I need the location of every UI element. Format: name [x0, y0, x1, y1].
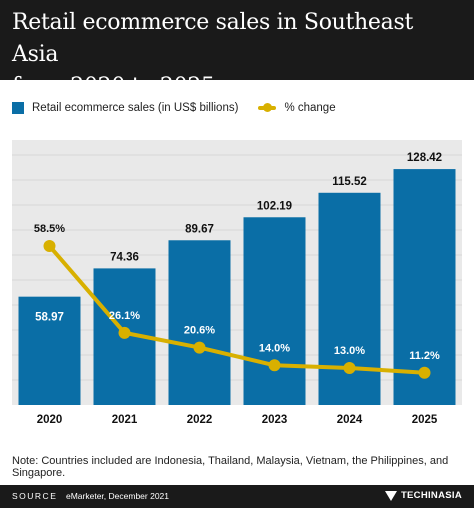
brand-name: TECHINASIA — [400, 490, 462, 501]
change-value-label: 13.0% — [334, 345, 365, 357]
title-bar: Retail ecommerce sales in Southeast Asia… — [0, 0, 474, 99]
legend-label-change: % change — [284, 102, 336, 114]
bar-value-label: 102.19 — [257, 200, 292, 212]
legend-item-change: % change — [258, 102, 336, 114]
legend-swatch-change — [258, 103, 277, 112]
legend-item-sales: Retail ecommerce sales (in US$ billions) — [12, 102, 238, 114]
footer: SOURCE eMarketer, December 2021 TECHINAS… — [0, 485, 474, 508]
change-value-label: 26.1% — [109, 310, 140, 322]
change-value-label: 14.0% — [259, 342, 290, 354]
change-value-label: 20.6% — [184, 325, 215, 337]
change-point-2022 — [193, 341, 206, 354]
bar-value-label: 89.67 — [185, 223, 214, 235]
legend-label-sales: Retail ecommerce sales (in US$ billions) — [32, 102, 239, 114]
change-point-2021 — [118, 326, 131, 339]
change-point-2020 — [43, 240, 56, 253]
brand-mark-icon — [384, 490, 397, 501]
bar-value-label: 58.97 — [35, 312, 64, 324]
bar-2025 — [393, 169, 456, 405]
chart-title-line-1: Retail ecommerce sales in Southeast Asia — [12, 10, 413, 67]
brand-logo: TECHINASIA — [384, 490, 462, 501]
source-text: eMarketer, December 2021 — [66, 491, 169, 501]
change-point-2023 — [268, 359, 281, 372]
x-tick-label: 2020 — [37, 414, 63, 426]
plot-background — [12, 140, 462, 405]
chart-title-line-2: from 2020 to 2025 — [12, 74, 215, 99]
x-tick-label: 2021 — [112, 414, 138, 426]
source-label: SOURCE — [12, 491, 58, 501]
bar-value-label: 74.36 — [110, 251, 139, 263]
change-point-2025 — [418, 366, 431, 379]
legend: Retail ecommerce sales (in US$ billions)… — [12, 98, 356, 118]
change-value-label: 58.5% — [34, 223, 65, 235]
bar-value-label: 115.52 — [332, 176, 367, 188]
x-tick-label: 2023 — [262, 414, 288, 426]
change-line — [47, 244, 425, 375]
bar-value-label: 128.42 — [407, 152, 442, 164]
change-value-label: 11.2% — [409, 350, 440, 362]
bar-2023 — [243, 217, 306, 405]
x-tick-label: 2025 — [412, 414, 438, 426]
bar-2020 — [18, 296, 81, 405]
change-point-2024 — [343, 361, 356, 374]
chart-area: 58.97 74.36 89.67 102.19 115.52 128.42 58.5% 26… — [12, 140, 462, 426]
legend-swatch-sales — [12, 102, 24, 114]
chart-title: Retail ecommerce sales in Southeast Asia… — [12, 7, 462, 103]
chart-note: Note: Countries included are Indonesia, … — [12, 455, 449, 479]
bar-2022 — [168, 240, 231, 405]
x-tick-label: 2022 — [187, 414, 213, 426]
x-tick-label: 2024 — [337, 414, 363, 426]
